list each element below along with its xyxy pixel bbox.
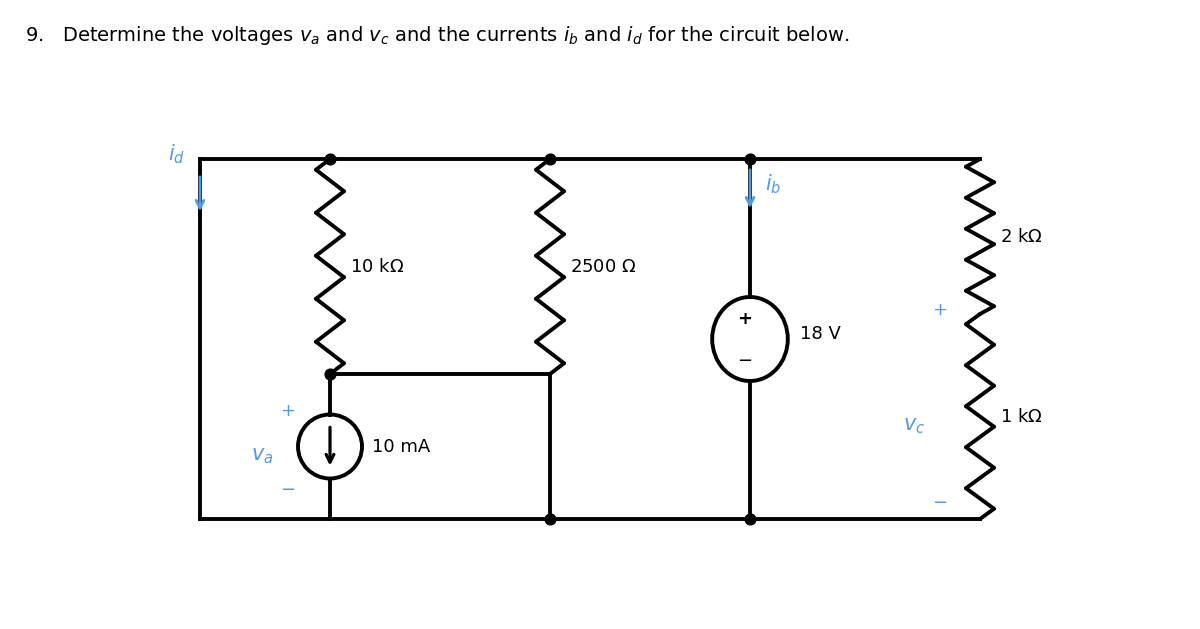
- Point: [740, 514, 760, 524]
- Text: +: +: [932, 301, 948, 319]
- Text: $v_a$: $v_a$: [251, 447, 274, 467]
- Text: 9.   Determine the voltages $v_a$ and $v_c$ and the currents $i_b$ and $i_d$ for: 9. Determine the voltages $v_a$ and $v_c…: [25, 24, 850, 47]
- Text: $i_b$: $i_b$: [766, 172, 781, 196]
- Text: $-$: $-$: [738, 350, 752, 368]
- Point: [740, 154, 760, 164]
- Text: $-$: $-$: [932, 492, 948, 510]
- Point: [540, 154, 559, 164]
- Text: $i_d$: $i_d$: [168, 142, 185, 166]
- Text: +: +: [738, 310, 752, 328]
- Point: [320, 154, 340, 164]
- Text: 2 k$\Omega$: 2 k$\Omega$: [1000, 228, 1043, 245]
- Text: $v_c$: $v_c$: [902, 416, 925, 437]
- Text: 10 k$\Omega$: 10 k$\Omega$: [350, 257, 404, 276]
- Text: 2500 $\Omega$: 2500 $\Omega$: [570, 257, 636, 276]
- Point: [320, 369, 340, 379]
- Text: 10 mA: 10 mA: [372, 438, 431, 455]
- Point: [540, 514, 559, 524]
- Text: 18 V: 18 V: [800, 325, 841, 343]
- Text: 1 k$\Omega$: 1 k$\Omega$: [1000, 408, 1043, 425]
- Text: +: +: [281, 403, 295, 421]
- Text: $-$: $-$: [281, 479, 295, 498]
